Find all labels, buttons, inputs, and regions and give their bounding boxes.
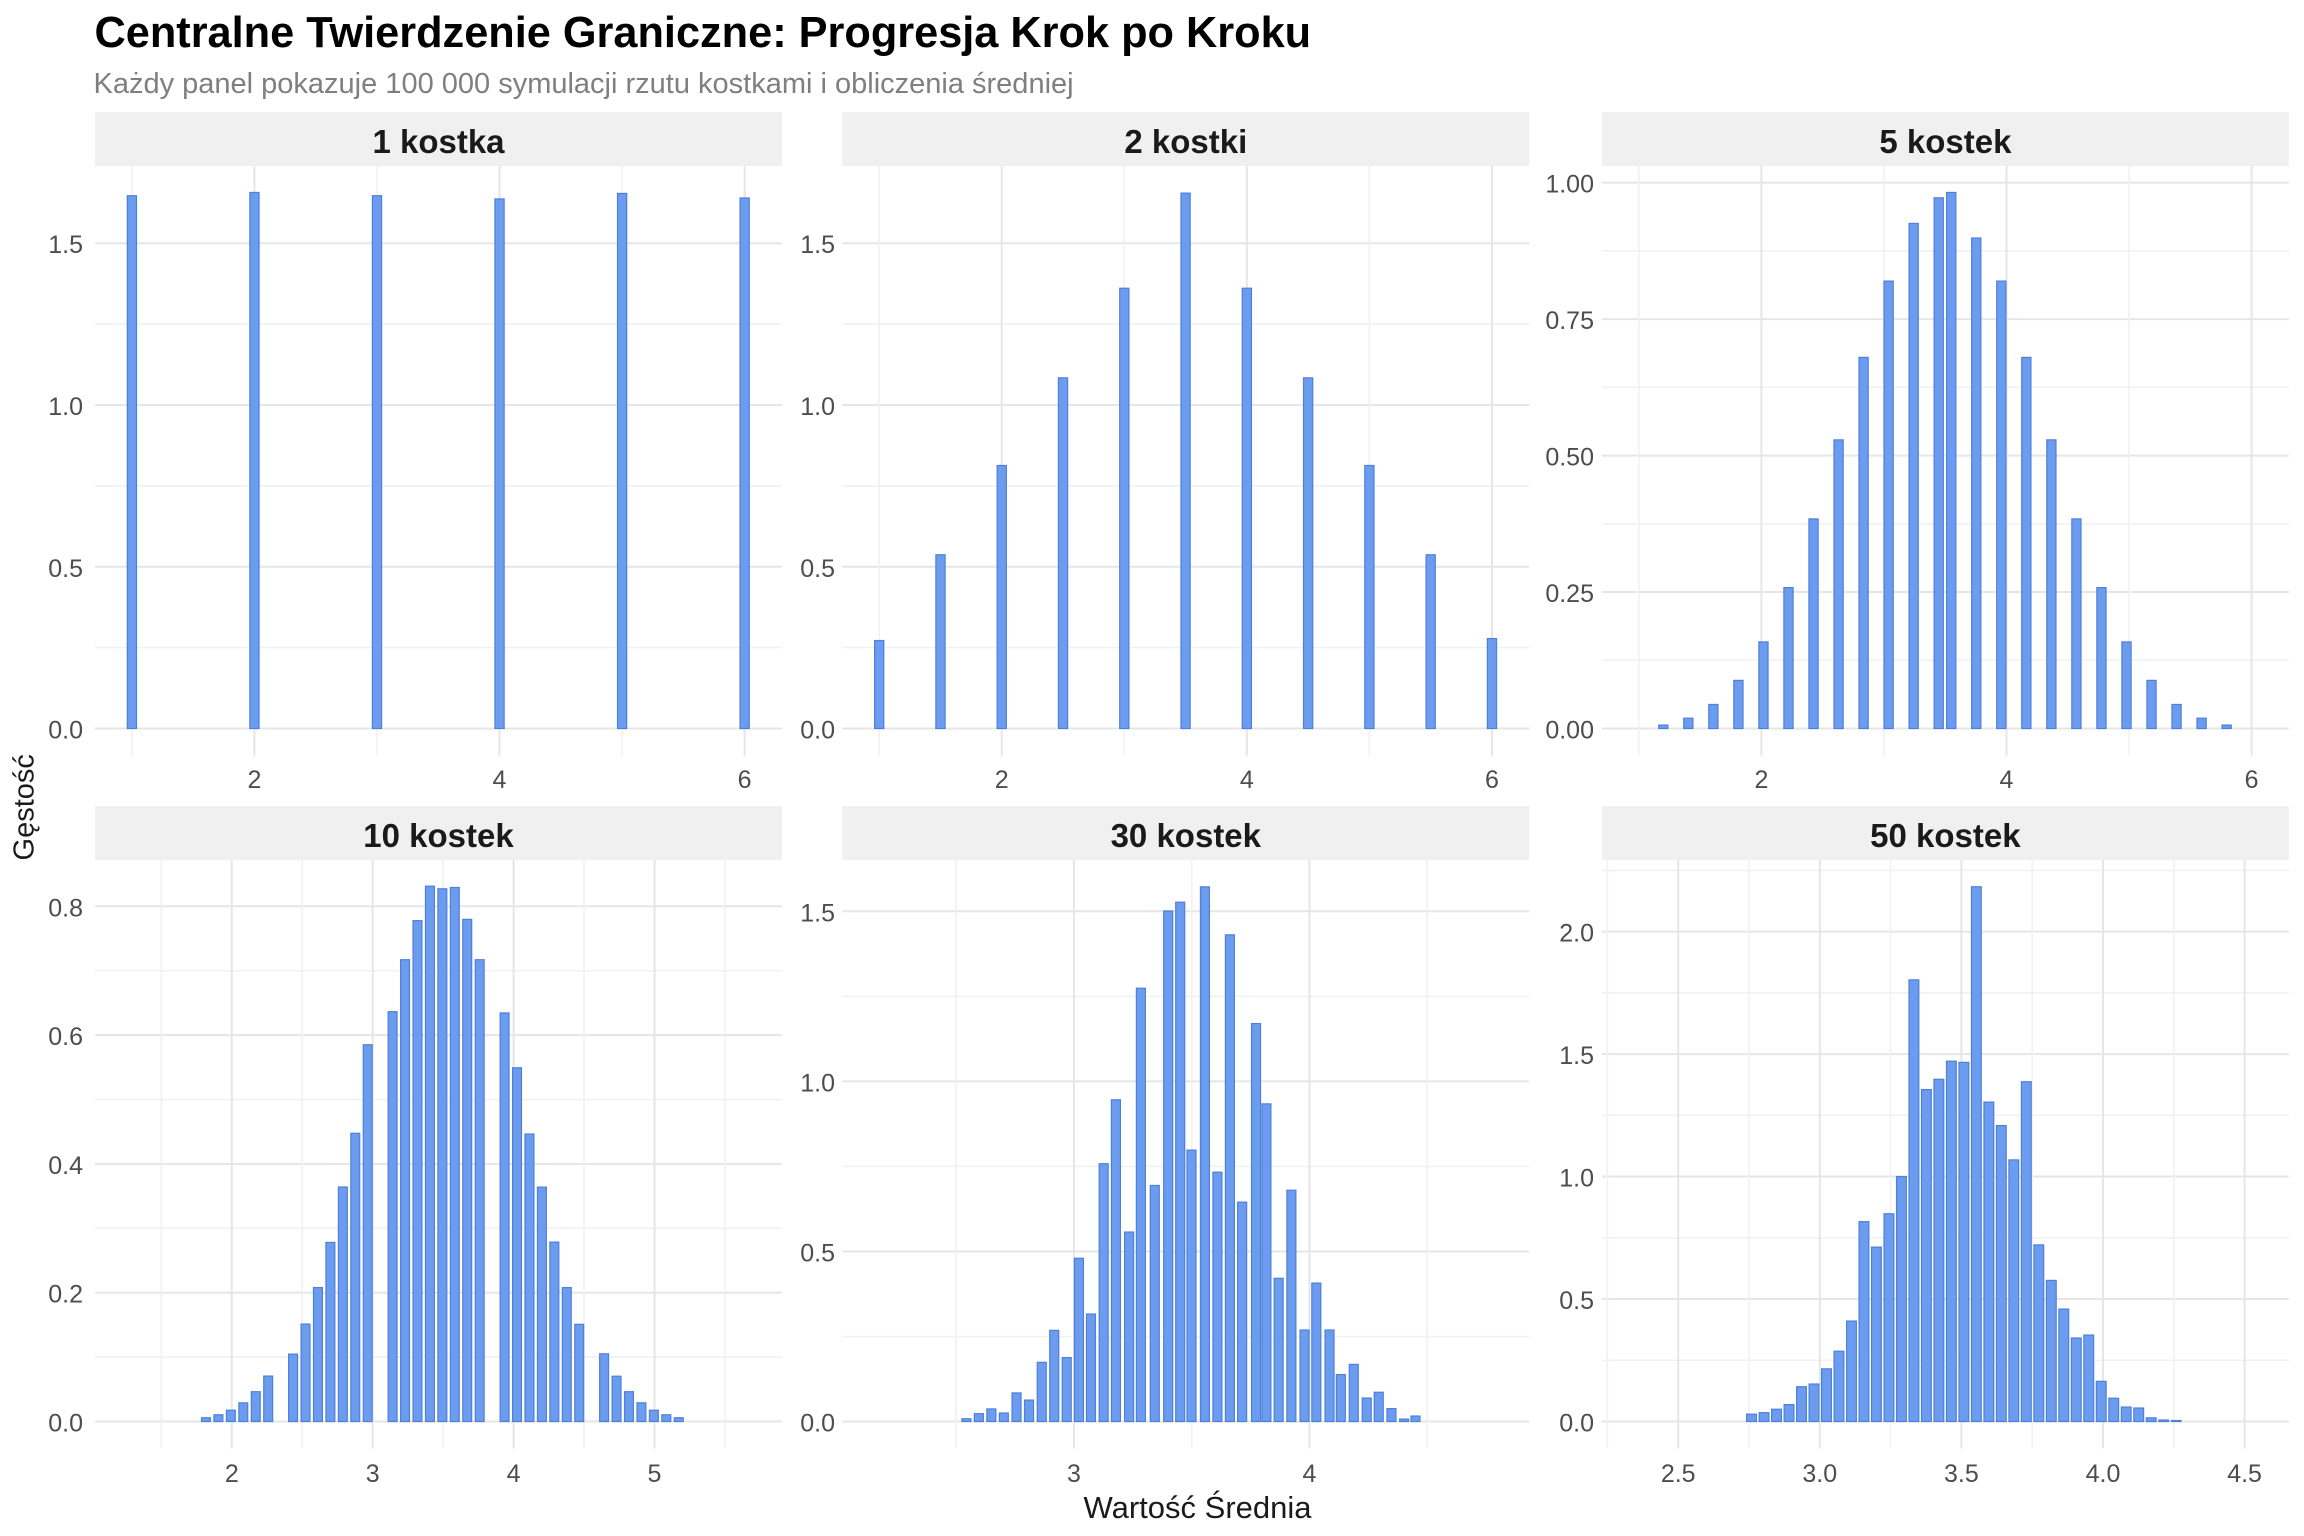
svg-text:0.5: 0.5 — [800, 1240, 835, 1268]
svg-text:0.8: 0.8 — [48, 894, 83, 922]
svg-text:0.0: 0.0 — [48, 1410, 83, 1438]
svg-text:0.5: 0.5 — [48, 555, 83, 583]
svg-text:1.0: 1.0 — [800, 393, 835, 421]
svg-text:1.5: 1.5 — [800, 231, 835, 259]
svg-text:6: 6 — [738, 766, 752, 794]
svg-text:Wartość Średnia: Wartość Średnia — [1084, 1489, 1313, 1525]
svg-text:30 kostek: 30 kostek — [1111, 817, 1262, 854]
svg-text:0.0: 0.0 — [1559, 1410, 1594, 1438]
svg-text:0.6: 0.6 — [48, 1023, 83, 1051]
svg-text:1 kostka: 1 kostka — [372, 123, 505, 160]
svg-text:2: 2 — [225, 1460, 239, 1488]
svg-text:0.0: 0.0 — [800, 717, 835, 745]
svg-text:0.4: 0.4 — [48, 1152, 83, 1180]
svg-text:0.5: 0.5 — [1559, 1287, 1594, 1315]
svg-text:4: 4 — [1303, 1460, 1317, 1488]
svg-text:3: 3 — [1067, 1460, 1081, 1488]
svg-text:Gęstość: Gęstość — [9, 754, 41, 860]
svg-text:2: 2 — [1754, 766, 1768, 794]
svg-text:Centralne Twierdzenie Graniczn: Centralne Twierdzenie Graniczne: Progres… — [95, 9, 1312, 57]
svg-text:6: 6 — [2245, 766, 2259, 794]
svg-text:4.5: 4.5 — [2227, 1460, 2262, 1488]
svg-text:50 kostek: 50 kostek — [1870, 817, 2021, 854]
svg-text:0.25: 0.25 — [1545, 580, 1594, 608]
svg-text:1.0: 1.0 — [48, 393, 83, 421]
svg-text:1.0: 1.0 — [1559, 1165, 1594, 1193]
svg-text:0.2: 0.2 — [48, 1281, 83, 1309]
svg-text:0.00: 0.00 — [1545, 717, 1594, 745]
svg-text:1.5: 1.5 — [48, 231, 83, 259]
svg-text:Każdy panel pokazuje 100 000 s: Każdy panel pokazuje 100 000 symulacji r… — [94, 68, 1074, 100]
svg-text:0.75: 0.75 — [1545, 307, 1594, 335]
svg-text:0.50: 0.50 — [1545, 444, 1594, 472]
svg-text:4: 4 — [507, 1460, 521, 1488]
svg-text:1.5: 1.5 — [800, 899, 835, 927]
svg-text:2.5: 2.5 — [1661, 1460, 1696, 1488]
svg-text:1.00: 1.00 — [1545, 171, 1594, 199]
svg-text:3: 3 — [366, 1460, 380, 1488]
svg-text:6: 6 — [1485, 766, 1499, 794]
svg-text:3.5: 3.5 — [1944, 1460, 1979, 1488]
svg-text:1.5: 1.5 — [1559, 1042, 1594, 1070]
svg-text:0.0: 0.0 — [48, 717, 83, 745]
svg-text:0.5: 0.5 — [800, 555, 835, 583]
svg-text:10 kostek: 10 kostek — [363, 817, 514, 854]
svg-text:4: 4 — [2000, 766, 2014, 794]
svg-text:2: 2 — [995, 766, 1009, 794]
svg-text:1.0: 1.0 — [800, 1069, 835, 1097]
svg-text:5: 5 — [648, 1460, 662, 1488]
svg-text:2 kostki: 2 kostki — [1124, 123, 1247, 160]
svg-text:2.0: 2.0 — [1559, 920, 1594, 948]
svg-text:3.0: 3.0 — [1802, 1460, 1837, 1488]
svg-text:4: 4 — [1240, 766, 1254, 794]
svg-text:5 kostek: 5 kostek — [1879, 123, 2012, 160]
svg-text:4.0: 4.0 — [2086, 1460, 2121, 1488]
svg-text:0.0: 0.0 — [800, 1410, 835, 1438]
svg-text:2: 2 — [247, 766, 261, 794]
svg-text:4: 4 — [493, 766, 507, 794]
